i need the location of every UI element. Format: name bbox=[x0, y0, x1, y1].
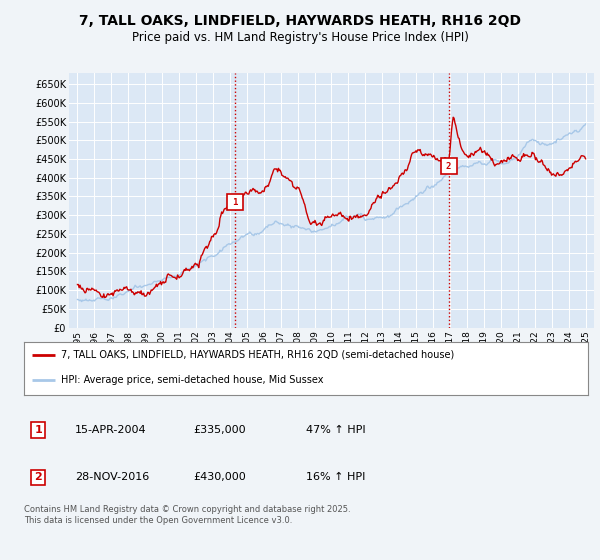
Text: 15-APR-2004: 15-APR-2004 bbox=[75, 425, 146, 435]
Text: £335,000: £335,000 bbox=[193, 425, 246, 435]
Text: 2: 2 bbox=[34, 473, 42, 482]
Text: £430,000: £430,000 bbox=[193, 473, 246, 482]
Text: 2: 2 bbox=[446, 162, 451, 171]
Text: Price paid vs. HM Land Registry's House Price Index (HPI): Price paid vs. HM Land Registry's House … bbox=[131, 31, 469, 44]
Text: 7, TALL OAKS, LINDFIELD, HAYWARDS HEATH, RH16 2QD: 7, TALL OAKS, LINDFIELD, HAYWARDS HEATH,… bbox=[79, 14, 521, 28]
Text: Contains HM Land Registry data © Crown copyright and database right 2025.
This d: Contains HM Land Registry data © Crown c… bbox=[24, 505, 350, 525]
Text: HPI: Average price, semi-detached house, Mid Sussex: HPI: Average price, semi-detached house,… bbox=[61, 375, 323, 385]
Text: 1: 1 bbox=[232, 198, 238, 207]
Text: 16% ↑ HPI: 16% ↑ HPI bbox=[306, 473, 365, 482]
Text: 7, TALL OAKS, LINDFIELD, HAYWARDS HEATH, RH16 2QD (semi-detached house): 7, TALL OAKS, LINDFIELD, HAYWARDS HEATH,… bbox=[61, 350, 454, 360]
Text: 28-NOV-2016: 28-NOV-2016 bbox=[75, 473, 149, 482]
Text: 1: 1 bbox=[34, 425, 42, 435]
Text: 47% ↑ HPI: 47% ↑ HPI bbox=[306, 425, 365, 435]
